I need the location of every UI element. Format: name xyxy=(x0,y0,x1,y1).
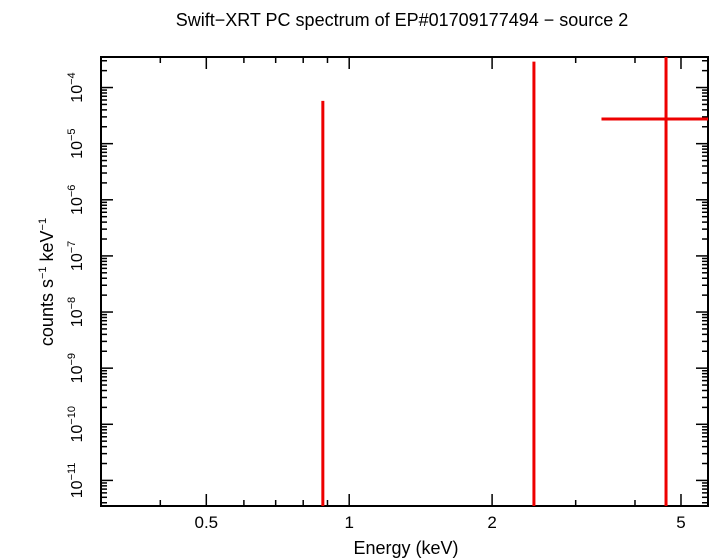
x-tick-label: 0.5 xyxy=(194,513,218,532)
y-tick-base: 10 xyxy=(69,253,86,271)
x-tick-label: 1 xyxy=(344,513,353,532)
y-axis-label: counts s−1 keV−1 xyxy=(37,218,57,346)
y-tick-exp: −4 xyxy=(66,72,78,85)
y-tick-exp: −11 xyxy=(66,463,78,481)
y-tick-label: 10−10 xyxy=(66,406,86,442)
plot-frame xyxy=(100,56,709,507)
y-tick-exp: −8 xyxy=(66,297,78,310)
y-tick-base: 10 xyxy=(69,197,86,215)
y-label-base: counts s xyxy=(37,279,57,346)
chart-title: Swift−XRT PC spectrum of EP#01709177494 … xyxy=(176,10,629,30)
x-tick-label: 2 xyxy=(487,513,496,532)
y-tick-base: 10 xyxy=(69,365,86,383)
y-tick-label: 10−11 xyxy=(66,463,86,499)
y-label-exp1: −1 xyxy=(37,266,49,279)
y-tick-exp: −5 xyxy=(66,128,78,141)
data-points xyxy=(321,57,708,506)
y-tick-exp: −7 xyxy=(66,241,78,254)
y-tick-label: 10−9 xyxy=(66,353,86,383)
y-tick-label: 10−8 xyxy=(66,297,86,327)
y-label-exp2: −1 xyxy=(37,218,49,231)
x-axis: 0.5 1 2 5 xyxy=(100,57,686,532)
y-tick-exp: −10 xyxy=(66,406,78,425)
y-tick-base: 10 xyxy=(69,425,86,443)
y-tick-exp: −6 xyxy=(66,185,78,198)
y-tick-label: 10−5 xyxy=(66,128,86,158)
y-tick-label: 10−7 xyxy=(66,241,86,271)
y-tick-exp: −9 xyxy=(66,353,78,366)
y-tick-base: 10 xyxy=(69,141,86,159)
plot-border xyxy=(100,56,709,507)
y-tick-base: 10 xyxy=(69,480,86,498)
y-tick-base: 10 xyxy=(69,309,86,327)
x-axis-label: Energy (keV) xyxy=(353,538,458,558)
y-tick-base: 10 xyxy=(69,85,86,103)
y-tick-label: 10−4 xyxy=(66,72,86,102)
y-label-mid: keV xyxy=(37,230,57,266)
x-tick-label: 5 xyxy=(676,513,685,532)
y-tick-label: 10−6 xyxy=(66,185,86,215)
